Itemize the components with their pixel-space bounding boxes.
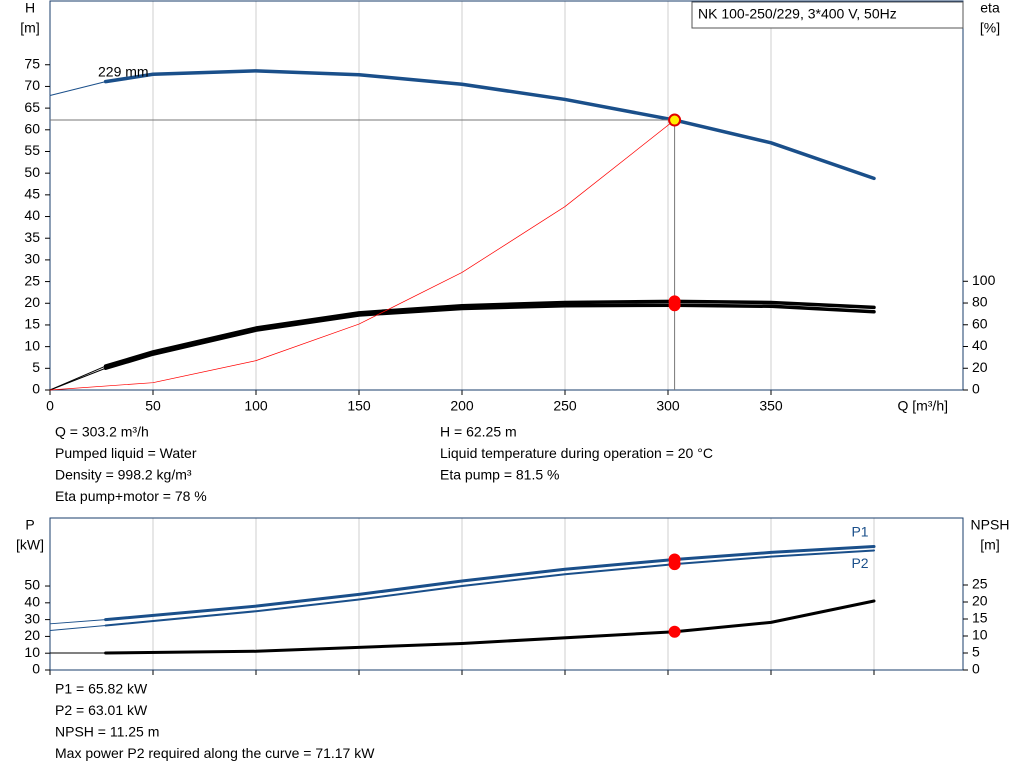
x-tick-label: 150 xyxy=(347,398,371,414)
operating-point xyxy=(668,299,681,312)
curve xyxy=(49,619,107,625)
y-tick-label: 30 xyxy=(24,251,40,267)
operating-point xyxy=(668,113,682,127)
curve xyxy=(49,624,107,632)
curve-label: P1 xyxy=(851,523,868,539)
y-tick-label: 30 xyxy=(24,610,40,626)
y-axis-label: P xyxy=(25,517,34,533)
curve xyxy=(49,81,107,97)
info-text: Eta pump+motor = 78 % xyxy=(55,488,207,504)
y-tick-label: 55 xyxy=(24,142,40,158)
y-tick-label: 50 xyxy=(24,164,40,180)
plot-frame xyxy=(49,0,964,391)
y-tick-label: 45 xyxy=(24,186,40,202)
curve xyxy=(49,119,675,391)
y2-axis-unit: [%] xyxy=(980,20,1000,36)
y2-axis-label: NPSH xyxy=(971,517,1010,533)
y2-tick-label: 15 xyxy=(972,610,988,626)
y2-tick-label: 0 xyxy=(972,381,980,397)
x-tick-label: 200 xyxy=(450,398,474,414)
y2-tick-label: 80 xyxy=(972,294,988,310)
y-tick-label: 0 xyxy=(32,381,40,397)
chart-title: NK 100-250/229, 3*400 V, 50Hz xyxy=(698,6,897,22)
y2-tick-label: 20 xyxy=(972,359,988,375)
x-tick-label: 0 xyxy=(46,398,54,414)
x-axis-label: Q [m³/h] xyxy=(897,398,948,414)
curve xyxy=(104,549,876,627)
y-tick-label: 10 xyxy=(24,337,40,353)
y-tick-label: 35 xyxy=(24,229,40,245)
y-axis-unit: [kW] xyxy=(16,537,44,553)
y-tick-label: 10 xyxy=(24,644,40,660)
y2-tick-label: 40 xyxy=(972,337,988,353)
info-text: Eta pump = 81.5 % xyxy=(440,467,559,483)
info-text: Liquid temperature during operation = 20… xyxy=(440,445,713,461)
y-tick-label: 60 xyxy=(24,121,40,137)
x-tick-label: 250 xyxy=(553,398,577,414)
info-text: Density = 998.2 kg/m³ xyxy=(55,467,192,483)
y2-tick-label: 100 xyxy=(972,272,996,288)
y-tick-label: 0 xyxy=(32,661,40,677)
y-tick-label: 65 xyxy=(24,99,40,115)
info-text: P1 = 65.82 kW xyxy=(55,681,148,697)
curve-annotation: 229 mm xyxy=(98,64,149,80)
y2-tick-label: 60 xyxy=(972,315,988,331)
info-text: P2 = 63.01 kW xyxy=(55,702,148,718)
y-tick-label: 20 xyxy=(24,294,40,310)
title-box xyxy=(691,1,964,29)
info-text: NPSH = 11.25 m xyxy=(55,724,159,740)
y-tick-label: 70 xyxy=(24,77,40,93)
y-tick-label: 15 xyxy=(24,316,40,332)
curve xyxy=(103,303,876,371)
y-tick-label: 75 xyxy=(24,55,40,71)
info-text: H = 62.25 m xyxy=(440,424,517,440)
y2-tick-label: 10 xyxy=(972,627,988,643)
y-tick-label: 25 xyxy=(24,272,40,288)
info-text: Pumped liquid = Water xyxy=(55,445,197,461)
y-tick-label: 20 xyxy=(24,627,40,643)
curve xyxy=(104,545,876,622)
y2-axis-label: eta xyxy=(980,0,1000,16)
y-axis-unit: [m] xyxy=(20,20,39,36)
plot-frame xyxy=(49,517,964,671)
info-text: Max power P2 required along the curve = … xyxy=(55,745,375,761)
y-tick-label: 40 xyxy=(24,207,40,223)
y-tick-label: 5 xyxy=(32,359,40,375)
operating-point xyxy=(668,558,681,571)
curve-label: P2 xyxy=(851,555,868,571)
x-tick-label: 350 xyxy=(759,398,783,414)
operating-point xyxy=(668,625,681,638)
y2-tick-label: 25 xyxy=(972,576,988,592)
x-tick-label: 100 xyxy=(244,398,268,414)
y-tick-label: 40 xyxy=(24,594,40,610)
y-axis-label: H xyxy=(25,0,35,16)
y2-tick-label: 20 xyxy=(972,593,988,609)
y-tick-label: 50 xyxy=(24,577,40,593)
info-text: Q = 303.2 m³/h xyxy=(55,424,149,440)
y2-tick-label: 5 xyxy=(972,644,980,660)
y2-axis-unit: [m] xyxy=(980,537,999,553)
curve xyxy=(103,299,876,368)
x-tick-label: 300 xyxy=(656,398,680,414)
curve xyxy=(49,367,107,391)
y2-tick-label: 0 xyxy=(972,661,980,677)
x-tick-label: 50 xyxy=(145,398,161,414)
curve xyxy=(104,599,876,655)
curve xyxy=(103,69,876,181)
